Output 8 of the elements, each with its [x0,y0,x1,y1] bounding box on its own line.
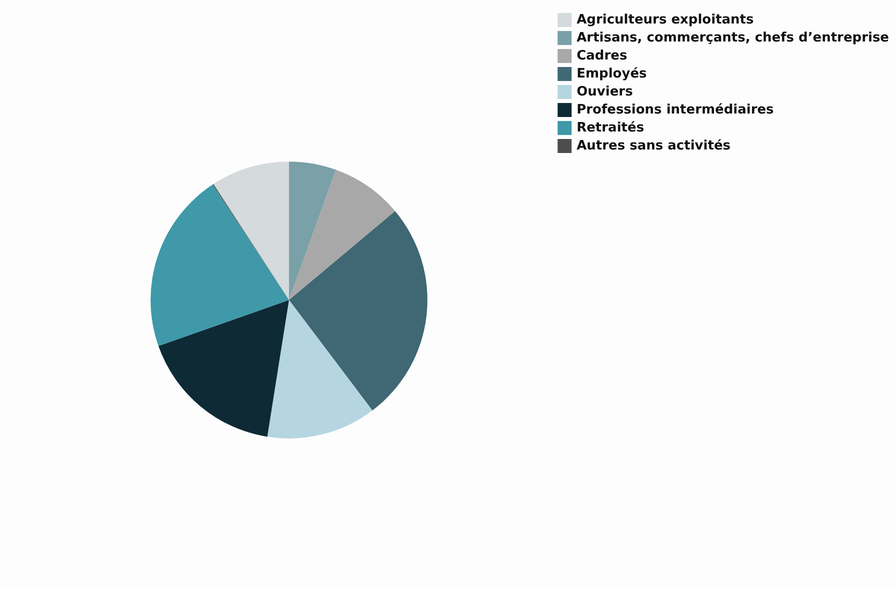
legend-label: Ouviers [576,84,634,100]
legend-label: Employés [576,66,648,82]
legend-label: Artisans, commerçants, chefs d’entreprise [576,30,890,46]
legend-label: Professions intermédiaires [576,102,774,118]
legend-label: Agriculteurs exploitants [576,12,754,28]
legend-label: Autres sans activités [576,138,731,154]
legend-label: Retraités [576,120,644,136]
legend-label: Cadres [576,48,628,64]
